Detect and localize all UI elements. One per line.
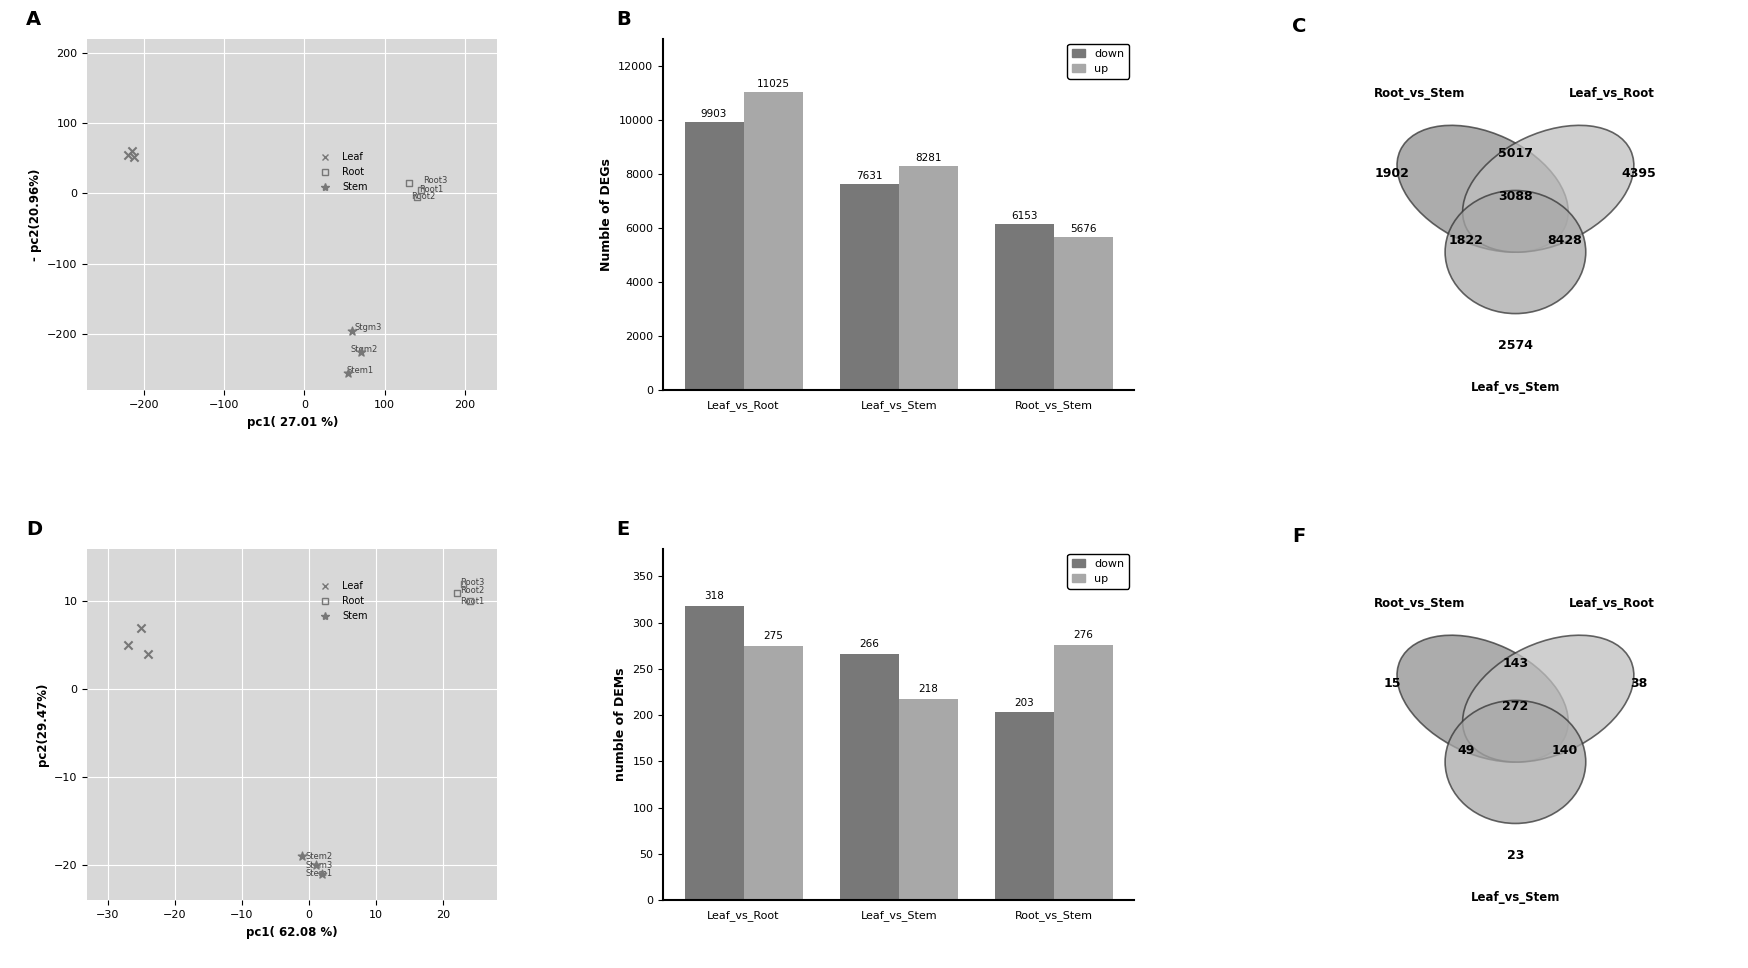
Text: 1902: 1902 [1376, 167, 1411, 180]
Text: Leaf_vs_Stem: Leaf_vs_Stem [1470, 381, 1561, 394]
Text: 11025: 11025 [757, 79, 790, 89]
Bar [685, 123, 743, 390]
Legend: down, up: down, up [1068, 45, 1129, 78]
Point [288, 849, 316, 864]
Point [308, 866, 336, 882]
Bar [685, 606, 743, 900]
Bar [898, 166, 958, 390]
Bar [743, 646, 802, 900]
Text: B: B [615, 10, 631, 29]
Text: Leaf_vs_Stem: Leaf_vs_Stem [1470, 891, 1561, 904]
Bar [743, 92, 802, 390]
Bar [1054, 645, 1113, 900]
Point [302, 858, 330, 873]
X-axis label: pc1( 27.01 %): pc1( 27.01 %) [246, 415, 337, 429]
Point [334, 365, 362, 380]
Text: A: A [26, 10, 40, 29]
Text: 266: 266 [860, 640, 879, 650]
Text: 5017: 5017 [1498, 147, 1533, 160]
Text: 1822: 1822 [1449, 234, 1484, 247]
Point [395, 175, 423, 191]
Ellipse shape [1397, 125, 1568, 252]
Text: 5676: 5676 [1070, 224, 1096, 233]
Text: Leaf_vs_Root: Leaf_vs_Root [1568, 596, 1655, 610]
Text: 4395: 4395 [1620, 167, 1655, 180]
Point [456, 593, 484, 609]
Ellipse shape [1397, 635, 1568, 762]
Text: 140: 140 [1552, 743, 1578, 757]
Point [346, 344, 374, 359]
Text: 218: 218 [918, 683, 939, 694]
Text: 8428: 8428 [1547, 234, 1582, 247]
Text: Stem1: Stem1 [306, 869, 332, 878]
Legend: Leaf, Root, Stem: Leaf, Root, Stem [311, 578, 372, 625]
Text: 49: 49 [1458, 743, 1475, 757]
Legend: Leaf, Root, Stem: Leaf, Root, Stem [311, 149, 372, 197]
Text: 276: 276 [1073, 630, 1092, 640]
Ellipse shape [1446, 701, 1585, 824]
Text: 7631: 7631 [857, 170, 883, 181]
Point [407, 182, 435, 197]
Text: 2574: 2574 [1498, 340, 1533, 352]
Point [121, 149, 149, 165]
Point [117, 143, 145, 159]
Text: 6153: 6153 [1010, 211, 1038, 221]
Text: Root1: Root1 [460, 597, 484, 606]
Point [449, 576, 477, 591]
Bar [1054, 237, 1113, 390]
Point [339, 323, 367, 339]
Text: Leaf_vs_Root: Leaf_vs_Root [1568, 87, 1655, 100]
Text: Stgm2: Stgm2 [351, 345, 378, 354]
Text: Root2: Root2 [411, 193, 435, 201]
Text: 143: 143 [1502, 657, 1528, 670]
Text: 15: 15 [1384, 677, 1402, 690]
Text: Root_vs_Stem: Root_vs_Stem [1374, 596, 1465, 610]
Text: 272: 272 [1502, 700, 1528, 713]
Legend: down, up: down, up [1068, 554, 1129, 589]
Y-axis label: numble of DEMs: numble of DEMs [614, 668, 628, 781]
Text: 3088: 3088 [1498, 191, 1533, 203]
X-axis label: pc1( 62.08 %): pc1( 62.08 %) [246, 925, 337, 939]
Text: Stgm3: Stgm3 [355, 322, 383, 332]
Ellipse shape [1446, 191, 1585, 314]
Y-axis label: pc2(29.47%): pc2(29.47%) [35, 682, 49, 766]
Text: 9903: 9903 [701, 109, 727, 119]
Text: D: D [26, 520, 42, 538]
Text: Root1: Root1 [420, 186, 444, 195]
Text: Stem3: Stem3 [306, 861, 332, 869]
Bar [995, 712, 1054, 900]
Text: E: E [615, 520, 629, 538]
Y-axis label: Numble of DEGs: Numble of DEGs [600, 158, 614, 271]
Text: 23: 23 [1507, 849, 1524, 862]
Ellipse shape [1463, 125, 1634, 252]
Text: 38: 38 [1629, 677, 1647, 690]
Bar [839, 654, 898, 900]
Text: 275: 275 [764, 631, 783, 641]
Text: Root3: Root3 [423, 176, 447, 185]
Text: 203: 203 [1014, 698, 1035, 708]
Text: F: F [1292, 527, 1306, 546]
Text: 318: 318 [704, 591, 724, 601]
Text: Stem2: Stem2 [306, 852, 332, 861]
Text: Root_vs_Stem: Root_vs_Stem [1374, 87, 1465, 100]
Text: Root3: Root3 [460, 578, 484, 587]
Point [128, 620, 156, 635]
Text: C: C [1292, 16, 1308, 36]
Ellipse shape [1463, 635, 1634, 762]
Text: 8281: 8281 [914, 153, 942, 164]
Y-axis label: - pc2(20.96%): - pc2(20.96%) [28, 168, 42, 260]
Point [114, 147, 142, 163]
Point [135, 647, 163, 662]
Bar [995, 224, 1054, 390]
Point [114, 638, 142, 653]
Bar [839, 184, 898, 390]
Bar [898, 699, 958, 900]
Point [402, 189, 430, 204]
Text: Root2: Root2 [460, 587, 484, 595]
Text: Stem1: Stem1 [346, 366, 374, 376]
Point [442, 585, 470, 600]
